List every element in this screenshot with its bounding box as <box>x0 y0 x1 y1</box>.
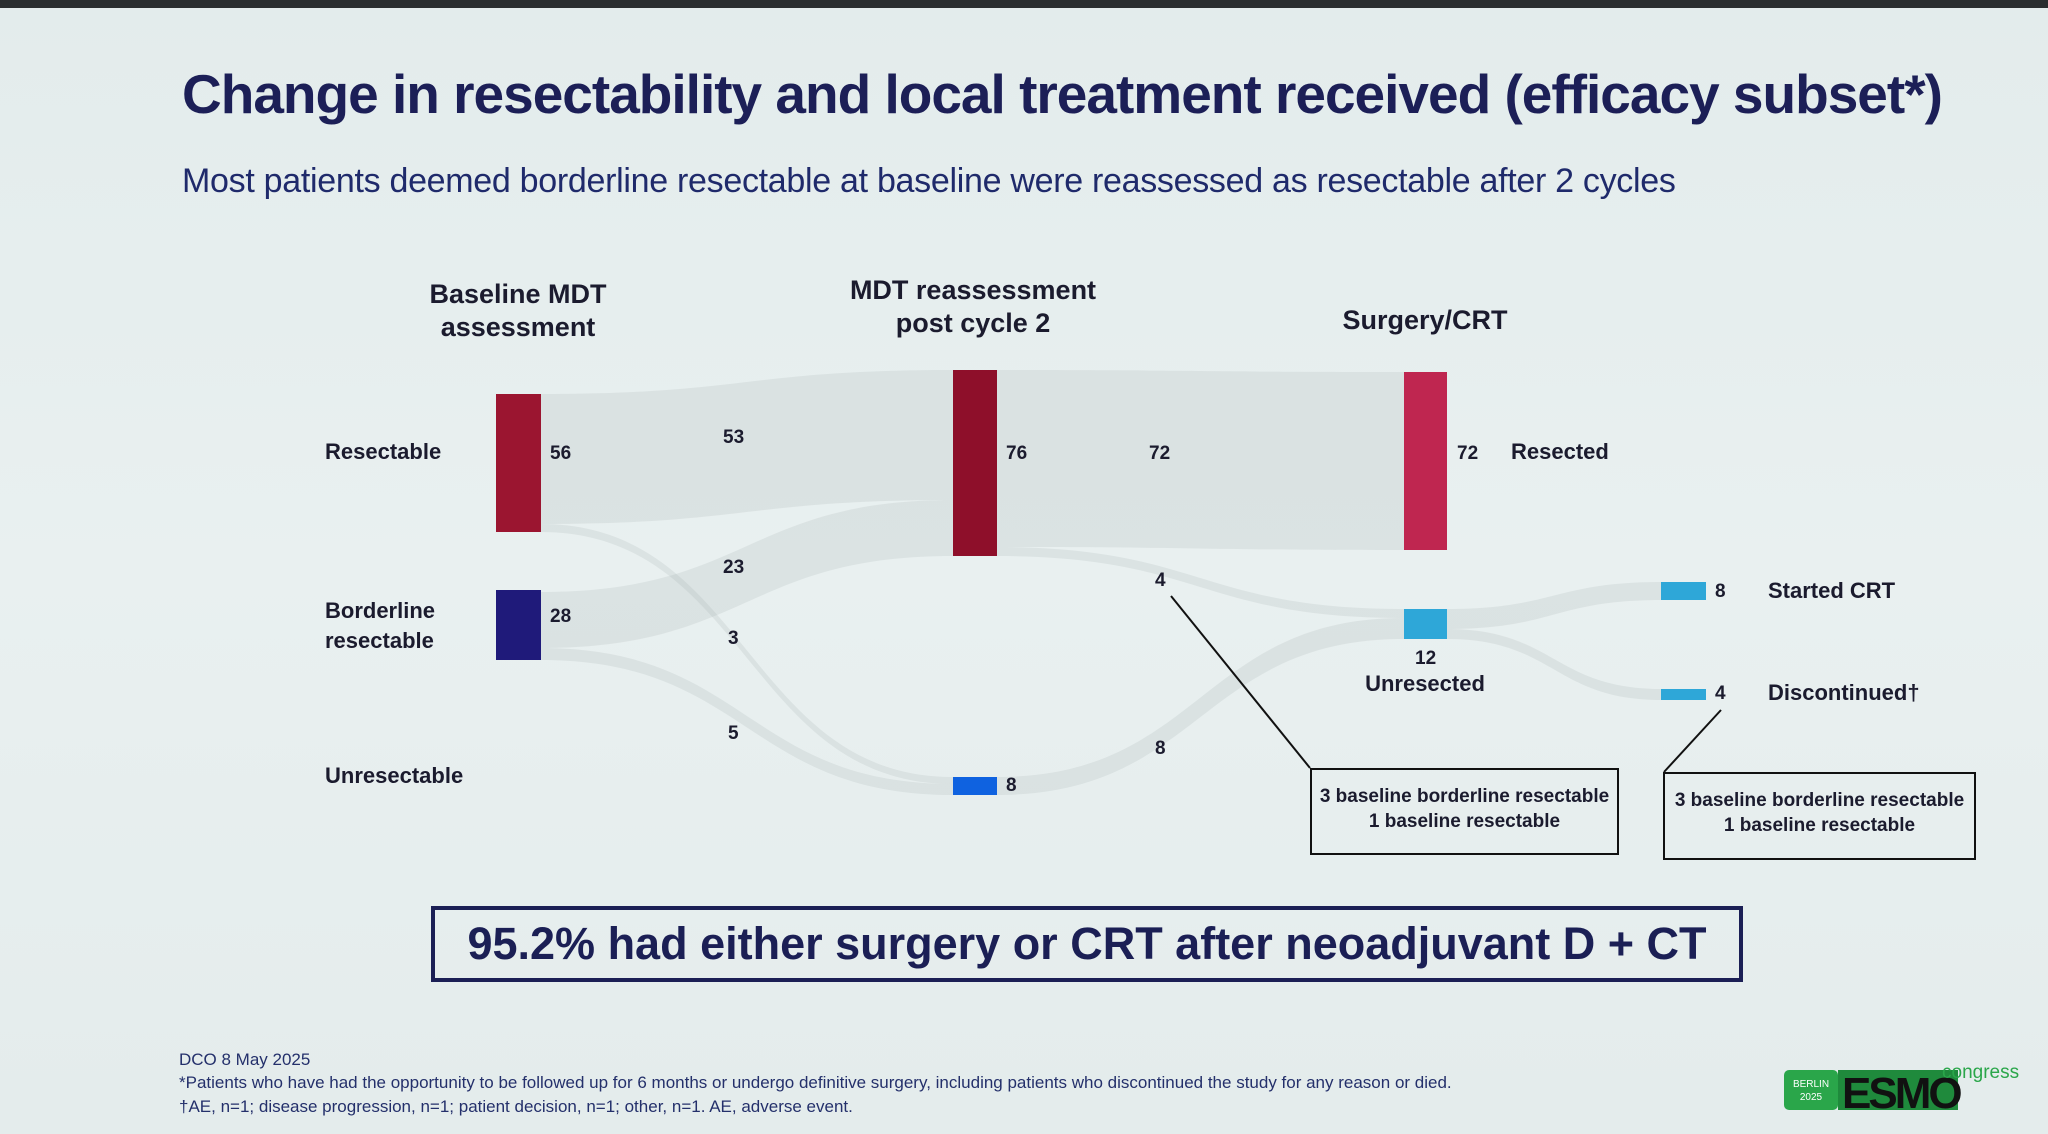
node-bar-disc <box>1661 689 1706 700</box>
callout-leader-line <box>1170 595 1311 769</box>
svg-text:2025: 2025 <box>1800 1092 1823 1103</box>
screen-edge <box>0 0 2048 8</box>
column-header-reassessment: MDT reassessment post cycle 2 <box>850 274 1096 340</box>
column-header-surgery: Surgery/CRT <box>1342 304 1507 337</box>
callout-discontinued-breakdown: 3 baseline borderline resectable 1 basel… <box>1663 772 1976 860</box>
link-value: 8 <box>1155 738 1166 759</box>
esmo-logo-graphic: BERLIN 2025 ESMO congress <box>1784 1062 2019 1118</box>
column-header-baseline: Baseline MDT assessment <box>429 278 606 344</box>
footer-note-efficacy-subset: *Patients who have had the opportunity t… <box>179 1073 1452 1092</box>
callout-line: 1 baseline resectable <box>1368 811 1561 832</box>
flow-unresected-to-disc <box>1447 629 1661 700</box>
column-header-line: MDT reassessment <box>849 275 1097 305</box>
node-label-resected: Resected <box>1511 439 1609 464</box>
link-value: 3 <box>728 628 739 649</box>
column-header-line: Baseline MDT <box>429 279 607 309</box>
flow-base_res-to-mdt_res <box>541 370 953 524</box>
node-value-unresected: 12 <box>1415 648 1437 669</box>
column-header-line: post cycle 2 <box>895 308 1051 338</box>
column-header-line: Surgery/CRT <box>1342 305 1508 335</box>
row-label-unresectable: Unresectable <box>325 763 464 788</box>
node-bar-mdt_unres <box>953 777 997 795</box>
flow-mdt_res-to-unresected <box>997 547 1404 618</box>
footer-note-discontinued: †AE, n=1; disease progression, n=1; pati… <box>179 1097 853 1116</box>
node-bar-mdt_res <box>953 370 997 556</box>
node-label-discontinued: Discontinued† <box>1768 680 1920 705</box>
flow-unresected-to-crt <box>1447 582 1661 629</box>
link-value: 5 <box>728 723 739 744</box>
flow-mdt_unres-to-unresected <box>997 618 1404 795</box>
node-bar-base_bord <box>496 590 541 660</box>
esmo-congress-logo: BERLIN 2025 ESMO congress <box>1784 1062 2024 1118</box>
flow-mdt_res-to-resected <box>997 370 1404 550</box>
conclusion-box: 95.2% had either surgery or CRT after ne… <box>431 906 1743 982</box>
node-value-mdt-unresectable: 8 <box>1006 775 1017 796</box>
callout-line: 3 baseline borderline resectable <box>1674 790 1965 811</box>
callout-line: 3 baseline borderline resectable <box>1319 786 1610 807</box>
node-label-unresected: Unresected <box>1365 671 1485 696</box>
svg-text:congress: congress <box>1942 1062 2019 1083</box>
node-value-mdt-resectable: 76 <box>1006 443 1028 464</box>
node-value-started-crt: 8 <box>1715 581 1726 602</box>
callout-leader-line <box>1663 709 1722 773</box>
flow-base_res-to-mdt_unres <box>541 524 953 784</box>
row-label-borderline: Borderline resectable <box>325 596 435 656</box>
node-value-resected: 72 <box>1457 443 1479 464</box>
node-bar-unresected <box>1404 609 1447 639</box>
svg-text:BERLIN: BERLIN <box>1793 1079 1829 1090</box>
page-title: Change in resectability and local treatm… <box>182 63 1943 125</box>
node-label-started-crt: Started CRT <box>1768 578 1896 603</box>
node-value-baseline-resectable: 56 <box>550 443 572 464</box>
flow-base_bord-to-mdt_unres <box>541 648 953 795</box>
node-bar-crt <box>1661 582 1706 600</box>
link-value: 23 <box>723 557 745 578</box>
row-label-line: resectable <box>325 628 434 653</box>
svg-text:ESMO: ESMO <box>1842 1069 1961 1112</box>
node-bar-base_res <box>496 394 541 532</box>
row-label-resectable: Resectable <box>325 439 442 464</box>
node-value-discontinued: 4 <box>1715 683 1726 704</box>
row-label-line: Borderline <box>325 598 436 623</box>
link-value: 53 <box>723 427 745 448</box>
callout-unresected-breakdown: 3 baseline borderline resectable 1 basel… <box>1310 768 1619 855</box>
flow-base_bord-to-mdt_res <box>541 500 953 648</box>
node-value-baseline-borderline: 28 <box>550 606 572 627</box>
column-header-line: assessment <box>440 312 596 342</box>
callout-line: 1 baseline resectable <box>1723 815 1916 836</box>
footer-dco: DCO 8 May 2025 <box>179 1050 311 1069</box>
node-bar-resected <box>1404 372 1447 550</box>
link-value: 4 <box>1155 570 1166 591</box>
page-subtitle: Most patients deemed borderline resectab… <box>182 162 1676 200</box>
link-value: 72 <box>1149 443 1171 464</box>
